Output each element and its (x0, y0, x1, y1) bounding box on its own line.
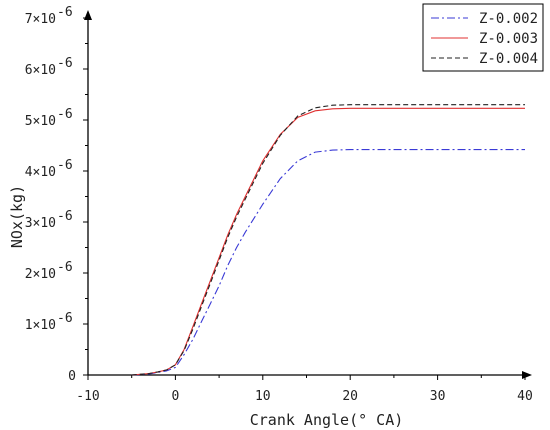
series-line-1 (131, 149, 525, 376)
y-tick-label: 3×10 (25, 216, 56, 231)
y-tick-exponent: -6 (57, 107, 73, 122)
y-tick-label: 1×10 (25, 318, 56, 333)
y-tick-exponent: -6 (57, 56, 73, 71)
legend-label-1: Z-0.002 (479, 11, 538, 27)
series-line-2 (131, 107, 525, 376)
y-tick-exponent: -6 (57, 158, 73, 173)
legend-label-3: Z-0.004 (479, 51, 538, 67)
y-tick-label: 2×10 (25, 267, 56, 282)
x-tick-label: 40 (517, 389, 533, 404)
y-tick-exponent: -6 (57, 5, 73, 20)
y-tick-exponent: -6 (57, 209, 73, 224)
x-axis: -10 0 10 20 30 40 (76, 371, 533, 404)
x-tick-label: 10 (255, 389, 271, 404)
y-tick-exponent: -6 (57, 260, 73, 275)
x-tick-label: 0 (171, 389, 179, 404)
legend-label-2: Z-0.003 (479, 31, 538, 47)
series-line-3 (131, 104, 525, 376)
y-tick-label: 4×10 (25, 165, 56, 180)
x-tick-label: -10 (76, 389, 99, 404)
x-tick-label: 20 (342, 389, 358, 404)
x-axis-arrow (522, 371, 532, 379)
y-tick-label: 6×10 (25, 63, 56, 78)
y-axis-title: NOx(kg) (8, 185, 26, 248)
x-tick-label: 30 (430, 389, 446, 404)
y-tick-label: 5×10 (25, 114, 56, 129)
series-layer (131, 104, 525, 376)
x-axis-title: Crank Angle(° CA) (250, 411, 404, 429)
y-tick-label: 7×10 (25, 12, 56, 27)
y-tick-label: 0 (68, 369, 76, 384)
legend: Z-0.002 Z-0.003 Z-0.004 (422, 3, 544, 72)
y-axis: 01×10 -62×10 -63×10 -64×10 -65×10 -66×10 -67×1… (25, 5, 92, 384)
y-tick-exponent: -6 (57, 311, 73, 326)
